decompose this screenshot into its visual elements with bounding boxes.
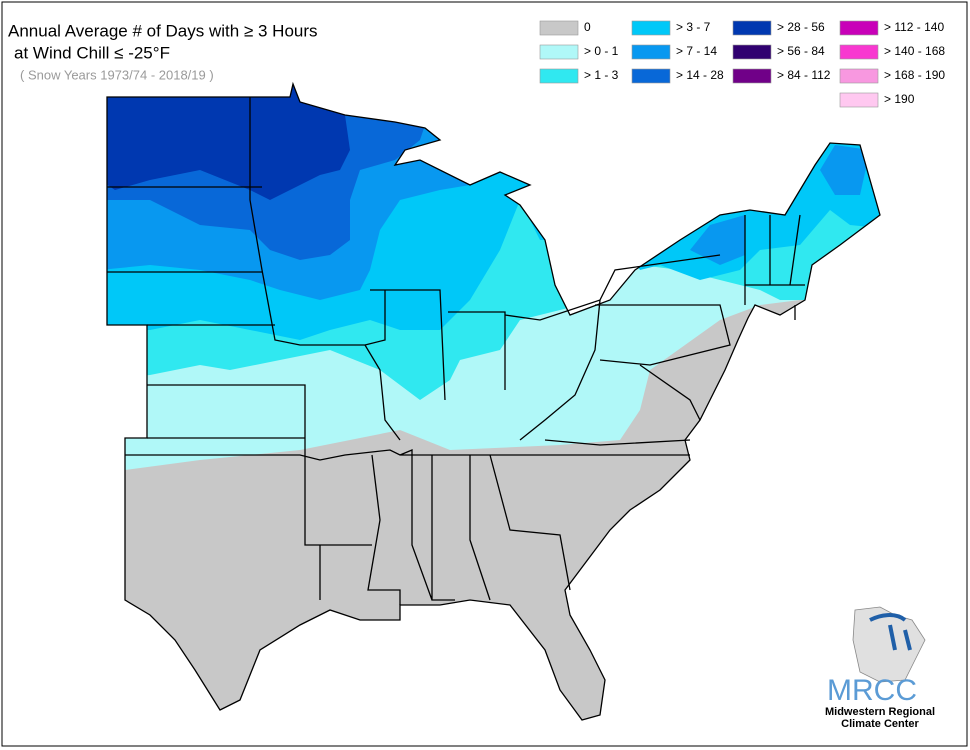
legend-label: > 56 - 84 [777,44,825,58]
legend-label: > 7 - 14 [676,44,717,58]
legend-label: 0 [584,20,591,34]
legend-label: > 168 - 190 [884,68,945,82]
zone [690,215,745,265]
legend-label: > 0 - 1 [584,44,619,58]
legend-swatch [539,20,579,36]
legend-swatch [631,20,671,36]
legend-label: > 14 - 28 [676,68,724,82]
logo-text: Midwestern Regional [825,706,935,718]
legend-swatch [839,92,879,108]
logo-map [852,606,926,683]
subtitle: ( Snow Years 1973/74 - 2018/19 ) [20,67,214,82]
legend-label: > 3 - 7 [676,20,711,34]
legend-label: > 1 - 3 [584,68,619,82]
legend-label: > 112 - 140 [884,20,944,34]
legend-swatch [839,20,879,36]
title: Annual Average # of Days with ≥ 3 Hours [8,21,318,40]
legend-swatch [539,44,579,60]
legend-swatch [839,44,879,60]
title: at Wind Chill ≤ -25°F [14,43,170,62]
legend-swatch [732,44,772,60]
logo-lakes [869,613,912,651]
state-borders [106,83,881,721]
legend-swatch [539,68,579,84]
legend-swatch [732,68,772,84]
logo-name: MRCC [827,674,917,707]
zone [820,145,870,195]
legend-swatch [839,68,879,84]
logo-text: Climate Center [841,718,919,730]
legend-swatch [631,68,671,84]
legend-label: > 84 - 112 [777,68,831,82]
legend-swatch [732,20,772,36]
zone [107,84,350,200]
logo: MRCC Midwestern Regional Climate Center [825,606,935,730]
legend-label: > 190 [884,92,915,106]
legend: 0 > 0 - 1 > 1 - 3 > 3 - 7 > 7 - 14 > 14 - 28 >… [539,20,945,108]
legend-label: > 28 - 56 [777,20,825,34]
legend-swatch [631,44,671,60]
legend-label: > 140 - 168 [884,44,945,58]
